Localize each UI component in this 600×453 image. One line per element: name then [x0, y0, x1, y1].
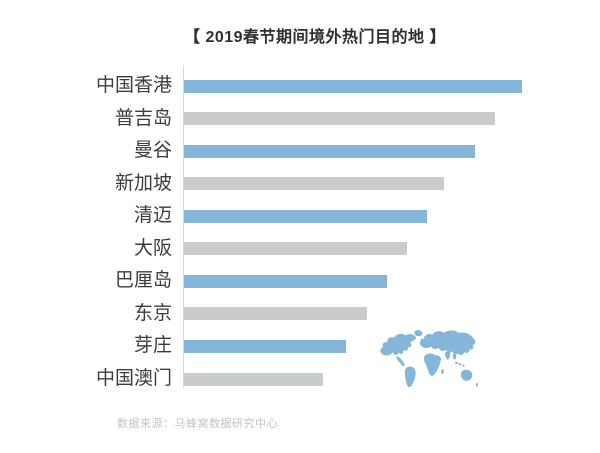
category-label: 新加坡	[114, 172, 172, 194]
category-label: 大阪	[133, 237, 172, 259]
bar-5	[184, 209, 427, 223]
y-axis-line	[183, 65, 184, 388]
category-label: 清迈	[133, 205, 172, 227]
bar-6	[184, 242, 407, 256]
bar-4	[184, 177, 444, 191]
category-label: 普吉岛	[114, 107, 172, 129]
bar-1	[184, 79, 522, 93]
category-label: 中国香港	[95, 75, 172, 96]
bar-8	[184, 307, 367, 321]
bar-9	[184, 339, 346, 353]
category-label: 东京	[133, 302, 172, 324]
bar-3	[184, 144, 475, 158]
data-source-label: 数据来源：马蜂窝数据研究中心	[117, 418, 278, 430]
world-map-shapes	[380, 329, 479, 388]
category-label: 曼谷	[133, 140, 172, 162]
bar-10	[184, 372, 323, 386]
world-map-icon	[380, 329, 479, 388]
bar-7	[184, 274, 387, 288]
category-label: 巴厘岛	[114, 270, 172, 292]
bar-2	[184, 112, 495, 126]
category-label: 中国澳门	[95, 368, 172, 390]
chart-title: 【 2019春节期间境外热门目的地 】	[184, 29, 446, 46]
category-label: 芽庄	[133, 335, 172, 357]
